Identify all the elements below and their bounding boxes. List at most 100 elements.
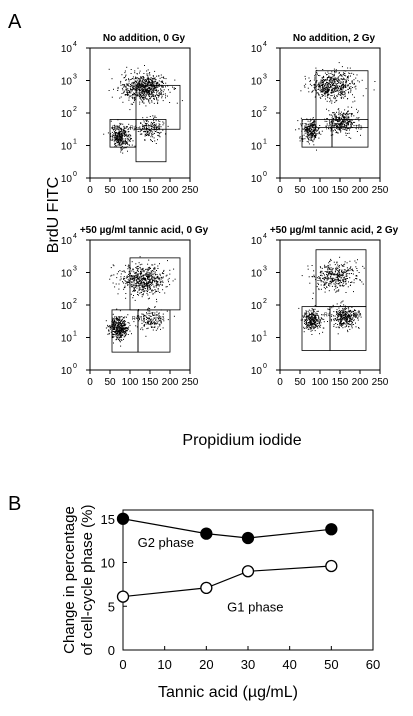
data-point bbox=[340, 314, 342, 316]
data-point bbox=[346, 322, 348, 324]
data-point bbox=[125, 83, 127, 85]
data-point bbox=[307, 87, 309, 89]
data-point bbox=[341, 273, 343, 275]
data-point bbox=[303, 331, 305, 333]
data-point bbox=[141, 85, 143, 87]
data-point bbox=[345, 70, 347, 72]
data-point bbox=[147, 291, 148, 292]
data-point bbox=[116, 512, 130, 525]
data-point bbox=[306, 132, 308, 134]
data-point bbox=[330, 318, 332, 320]
data-point bbox=[309, 83, 311, 85]
data-point bbox=[357, 118, 359, 120]
data-point bbox=[128, 276, 130, 278]
data-point bbox=[158, 83, 160, 85]
data-point bbox=[141, 92, 143, 94]
data-point bbox=[123, 331, 125, 333]
data-point bbox=[358, 272, 360, 273]
data-point bbox=[342, 282, 344, 284]
data-point bbox=[316, 323, 318, 325]
data-point bbox=[349, 88, 350, 89]
data-point bbox=[321, 318, 323, 320]
data-point bbox=[334, 88, 336, 90]
data-point bbox=[309, 319, 310, 321]
data-point bbox=[154, 124, 155, 126]
data-point bbox=[145, 83, 147, 85]
data-point bbox=[341, 121, 343, 123]
data-point bbox=[312, 126, 314, 128]
data-point bbox=[125, 131, 126, 133]
data-point bbox=[330, 260, 332, 261]
data-point bbox=[324, 276, 326, 278]
data-point bbox=[148, 282, 150, 284]
x-tick-label: 250 bbox=[372, 377, 389, 388]
data-point bbox=[144, 315, 146, 316]
data-point bbox=[146, 129, 148, 131]
data-point bbox=[316, 318, 317, 320]
data-point bbox=[333, 324, 335, 326]
data-point bbox=[140, 271, 141, 272]
data-point bbox=[155, 317, 157, 319]
data-point bbox=[306, 132, 308, 134]
data-point bbox=[336, 77, 338, 79]
data-point bbox=[117, 119, 119, 121]
data-point bbox=[153, 125, 155, 127]
data-point bbox=[344, 84, 346, 86]
data-point bbox=[344, 125, 346, 127]
data-point bbox=[344, 308, 346, 309]
data-point bbox=[145, 95, 147, 97]
data-point bbox=[322, 85, 323, 86]
data-point bbox=[319, 277, 321, 279]
data-point bbox=[336, 127, 338, 129]
data-point bbox=[326, 287, 328, 288]
data-point bbox=[347, 329, 348, 331]
data-point bbox=[137, 84, 139, 86]
data-point bbox=[339, 276, 341, 278]
data-point bbox=[324, 120, 326, 122]
data-point bbox=[331, 126, 333, 128]
data-point bbox=[339, 123, 341, 125]
data-point bbox=[340, 315, 342, 317]
data-point bbox=[309, 313, 311, 315]
data-point bbox=[134, 89, 136, 90]
data-point bbox=[138, 294, 139, 296]
data-point bbox=[128, 264, 130, 266]
data-point bbox=[343, 276, 345, 278]
data-point bbox=[112, 324, 114, 326]
data-point bbox=[317, 92, 319, 94]
data-point bbox=[125, 134, 127, 136]
data-point bbox=[143, 87, 145, 89]
data-point bbox=[123, 147, 125, 149]
data-point bbox=[154, 129, 155, 131]
data-point bbox=[336, 123, 338, 125]
data-point bbox=[117, 90, 119, 91]
data-point bbox=[151, 281, 153, 283]
data-point bbox=[315, 81, 317, 83]
data-point bbox=[152, 283, 154, 285]
data-point bbox=[333, 88, 335, 89]
data-point bbox=[132, 96, 134, 98]
data-point bbox=[165, 286, 167, 288]
data-point bbox=[336, 266, 338, 268]
data-point bbox=[148, 272, 150, 274]
data-point bbox=[154, 86, 156, 88]
data-point bbox=[143, 278, 144, 280]
data-point bbox=[322, 79, 324, 81]
data-point bbox=[342, 87, 344, 89]
data-point bbox=[342, 300, 344, 302]
data-point bbox=[337, 326, 339, 328]
data-point bbox=[112, 282, 114, 284]
data-point bbox=[324, 95, 326, 97]
data-point bbox=[149, 274, 151, 276]
data-point bbox=[340, 93, 342, 95]
data-point bbox=[307, 315, 309, 317]
data-point bbox=[148, 324, 150, 325]
data-point bbox=[156, 132, 158, 133]
data-point bbox=[352, 87, 354, 88]
data-point bbox=[140, 122, 142, 124]
data-point bbox=[130, 69, 132, 70]
data-point bbox=[353, 319, 355, 321]
data-point bbox=[310, 131, 312, 133]
data-point bbox=[118, 132, 120, 134]
data-point bbox=[114, 323, 116, 325]
